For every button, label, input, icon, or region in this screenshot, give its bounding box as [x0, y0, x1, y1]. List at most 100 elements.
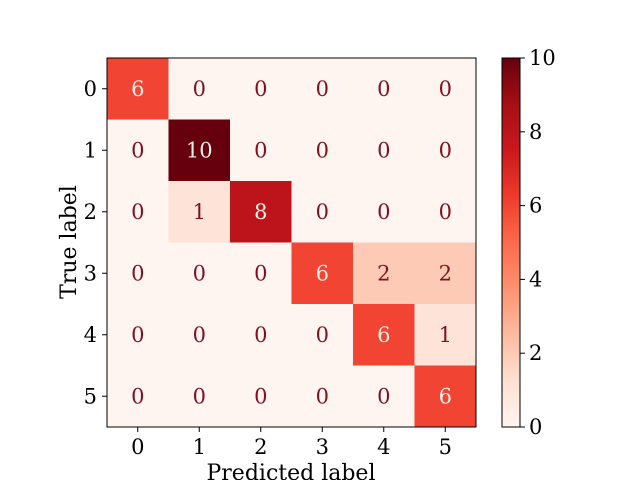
- heatmap-cells: [107, 58, 477, 428]
- heatmap-cell: [168, 119, 231, 182]
- cell-value-label: 6: [439, 384, 452, 408]
- colorbar-ticks: 0 2 4 6 8 10: [520, 46, 556, 439]
- cell-value-label: 0: [254, 138, 267, 162]
- y-tick-label: 5: [84, 384, 97, 408]
- cell-value-label: 0: [131, 384, 144, 408]
- x-tick-label: 2: [254, 435, 267, 459]
- colorbar-tick-label: 4: [529, 267, 542, 291]
- cell-value-label: 0: [377, 138, 390, 162]
- cell-value-label: 0: [131, 200, 144, 224]
- cell-value-label: 0: [131, 138, 144, 162]
- y-tick-label: 1: [84, 138, 97, 162]
- heatmap-cell: [107, 304, 169, 366]
- cell-value-label: 0: [439, 77, 452, 101]
- heatmap-cell: [107, 58, 169, 120]
- y-axis-label: True label: [57, 185, 82, 299]
- heatmap-cell: [230, 304, 292, 366]
- y-tick-label: 4: [84, 323, 97, 347]
- cell-value-label: 6: [316, 261, 329, 285]
- heatmap-cell: [353, 365, 415, 428]
- cell-value-label: 0: [439, 200, 452, 224]
- cell-value-label: 0: [193, 261, 206, 285]
- heatmap-cell: [168, 58, 231, 120]
- cell-value-label: 0: [316, 384, 329, 408]
- heatmap-cell: [230, 181, 292, 243]
- x-axis-ticks: 0 1 2 3 4 5: [131, 427, 452, 459]
- heatmap-cell: [353, 119, 415, 182]
- colorbar-tick-label: 6: [529, 194, 542, 218]
- heatmap-cell: [107, 181, 169, 243]
- cell-value-label: 10: [186, 138, 213, 162]
- cell-value-label: 0: [254, 261, 267, 285]
- cell-value-label: 0: [316, 138, 329, 162]
- x-tick-label: 3: [316, 435, 329, 459]
- heatmap-cell: [414, 242, 477, 305]
- heatmap-cell: [107, 365, 169, 428]
- cell-value-label: 0: [377, 384, 390, 408]
- y-tick-label: 0: [84, 77, 97, 101]
- plot-frame: [106, 57, 477, 428]
- heatmap-cell: [414, 119, 477, 182]
- cell-value-label: 0: [254, 384, 267, 408]
- heatmap-cell: [168, 242, 231, 305]
- colorbar: [501, 57, 521, 428]
- cell-value-label: 0: [193, 323, 206, 347]
- heatmap-cell: [291, 304, 354, 366]
- x-axis-label: Predicted label: [206, 461, 375, 480]
- colorbar-tick-label: 0: [529, 415, 542, 439]
- heatmap-cell: [291, 58, 354, 120]
- colorbar-tick-label: 8: [529, 120, 542, 144]
- x-tick-label: 1: [193, 435, 206, 459]
- heatmap-cell: [291, 181, 354, 243]
- heatmap-cell: [353, 181, 415, 243]
- heatmap-cell: [230, 242, 292, 305]
- heatmap-cell: [291, 119, 354, 182]
- heatmap-cell: [168, 365, 231, 428]
- heatmap-cell-labels: 6 0 0 0 0 00 10 0 0 0 00 1 8 0 0 00 0 0 6 2 20 0 0 0 6 10 0 0 0 0 6: [131, 77, 452, 409]
- cell-value-label: 2: [439, 261, 452, 285]
- heatmap-cell: [353, 58, 415, 120]
- heatmap-cell: [291, 365, 354, 428]
- cell-value-label: 6: [377, 323, 390, 347]
- cell-value-label: 6: [131, 77, 144, 101]
- cell-value-label: 0: [316, 200, 329, 224]
- cell-value-label: 0: [193, 77, 206, 101]
- cell-value-label: 0: [193, 384, 206, 408]
- cell-value-label: 0: [377, 200, 390, 224]
- cell-value-label: 0: [254, 77, 267, 101]
- cell-value-label: 0: [316, 77, 329, 101]
- x-tick-label: 5: [439, 435, 452, 459]
- heatmap-cell: [353, 242, 415, 305]
- cell-value-label: 0: [131, 261, 144, 285]
- colorbar-tick-label: 10: [529, 46, 556, 70]
- cell-value-label: 0: [254, 323, 267, 347]
- heatmap-cell: [353, 304, 415, 366]
- heatmap-cell: [230, 119, 292, 182]
- heatmap-cell: [230, 365, 292, 428]
- y-axis-ticks: 0 1 2 3 4 5: [84, 77, 107, 408]
- heatmap-cell: [107, 119, 169, 182]
- heatmap-cell: [414, 304, 477, 366]
- heatmap-cell: [168, 181, 231, 243]
- cell-value-label: 1: [439, 323, 452, 347]
- y-tick-label: 3: [84, 261, 97, 285]
- cell-value-label: 0: [377, 77, 390, 101]
- heatmap-cell: [230, 58, 292, 120]
- heatmap-cell: [168, 304, 231, 366]
- cell-value-label: 0: [439, 138, 452, 162]
- heatmap-cell: [107, 242, 169, 305]
- cell-value-label: 0: [316, 323, 329, 347]
- colorbar-tick-label: 2: [529, 341, 542, 365]
- cell-value-label: 8: [254, 200, 267, 224]
- y-tick-label: 2: [84, 200, 97, 224]
- heatmap-cell: [291, 242, 354, 305]
- cell-value-label: 1: [193, 200, 206, 224]
- heatmap-cell: [414, 58, 477, 120]
- cell-value-label: 2: [377, 261, 390, 285]
- cell-value-label: 0: [131, 323, 144, 347]
- heatmap-cell: [414, 365, 477, 428]
- heatmap-cell: [414, 181, 477, 243]
- x-tick-label: 0: [131, 435, 144, 459]
- x-tick-label: 4: [377, 435, 390, 459]
